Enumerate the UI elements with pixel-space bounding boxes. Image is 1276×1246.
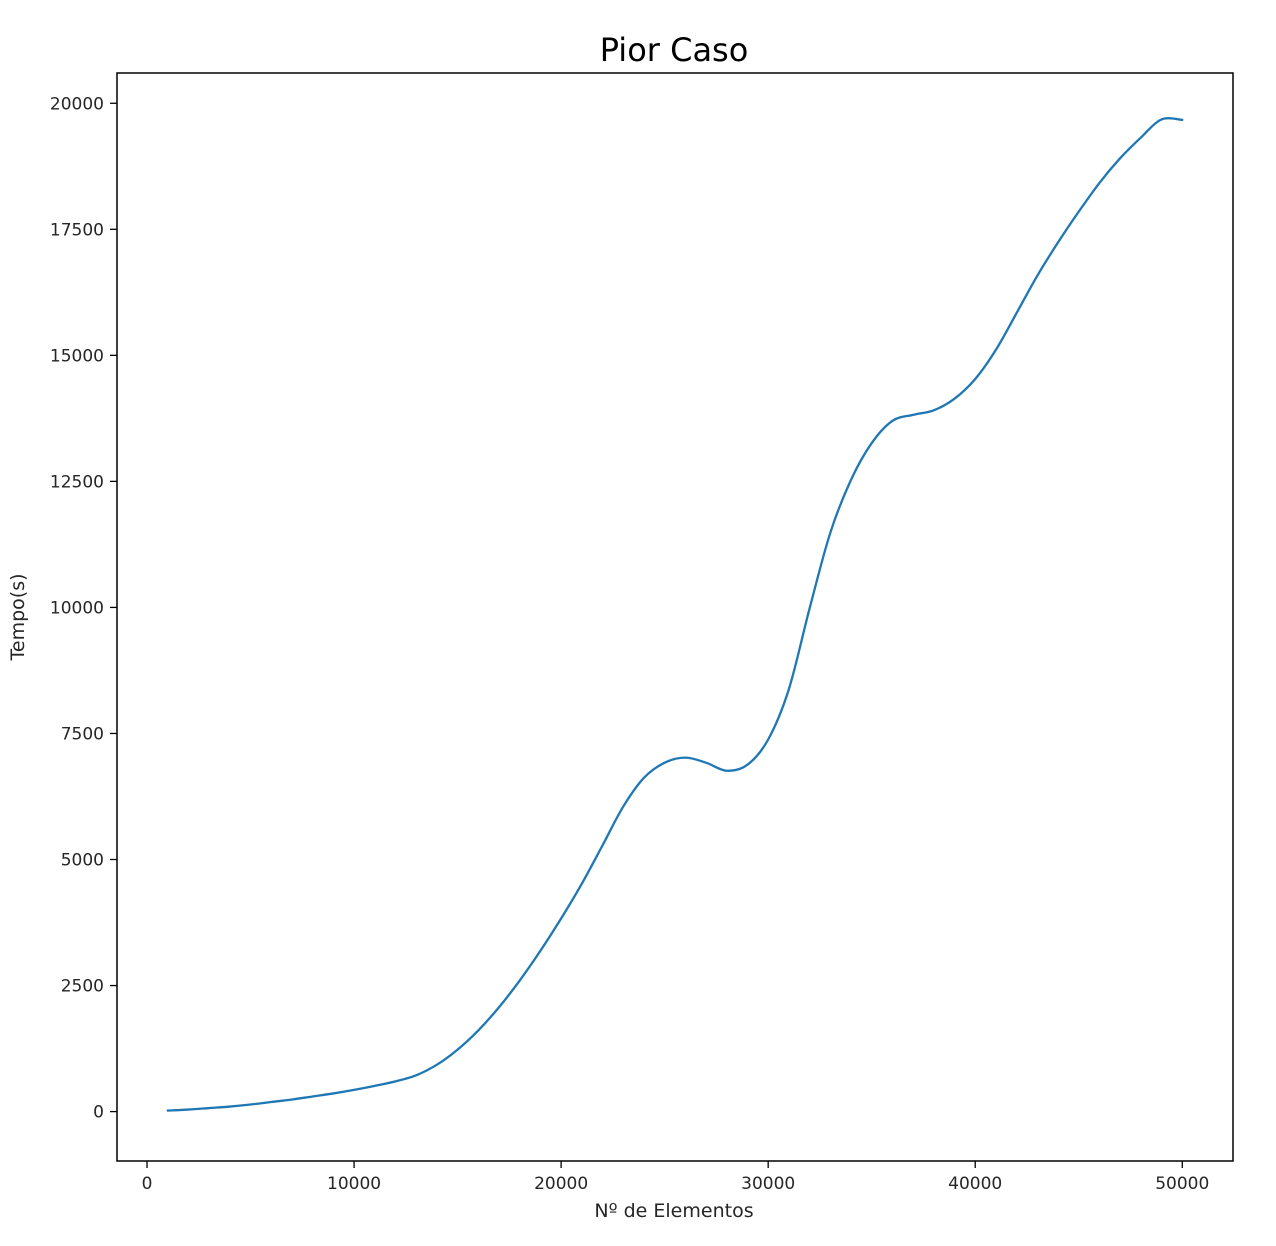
- y-tick-label: 20000: [50, 94, 104, 114]
- y-tick-label: 12500: [50, 472, 104, 492]
- y-tick-label: 2500: [61, 977, 104, 997]
- x-tick-label: 30000: [741, 1174, 795, 1194]
- y-tick-label: 7500: [61, 724, 104, 744]
- series-line-0: [166, 117, 1184, 1112]
- series-layer: [166, 117, 1184, 1112]
- plot-area-frame: [116, 72, 1234, 1162]
- x-axis-ticks: 0 10000 20000 30000 40000 50000: [142, 1161, 1209, 1194]
- x-tick-label: 40000: [948, 1174, 1002, 1194]
- y-tick-label: 5000: [61, 851, 104, 871]
- chart-title: Pior Caso: [600, 31, 749, 69]
- y-tick-label: 17500: [50, 220, 104, 240]
- y-axis-ticks: 0 2500 5000 7500 10000 12500 15000 17500 20000: [50, 94, 117, 1123]
- x-tick-label: 50000: [1155, 1174, 1209, 1194]
- x-tick-label: 10000: [327, 1174, 381, 1194]
- y-tick-label: 15000: [50, 346, 104, 366]
- x-tick-label: 20000: [534, 1174, 588, 1194]
- x-tick-label: 0: [142, 1174, 153, 1194]
- y-axis-label: Tempo(s): [7, 574, 29, 662]
- x-axis-label: Nº de Elementos: [594, 1200, 753, 1222]
- y-tick-label: 10000: [50, 598, 104, 618]
- y-tick-label: 0: [93, 1103, 104, 1123]
